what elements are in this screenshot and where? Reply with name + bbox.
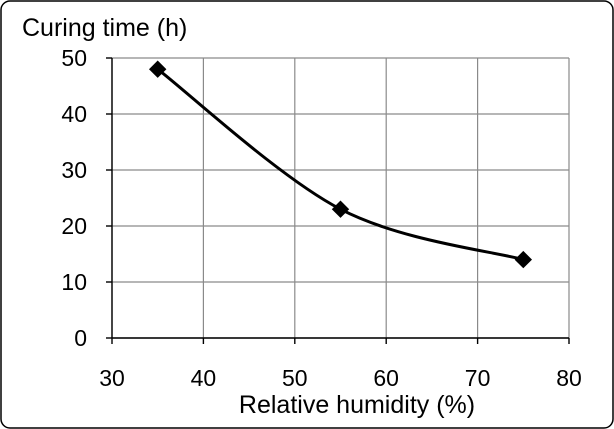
x-tick-label: 80	[556, 365, 582, 391]
y-axis-title: Curing time (h)	[22, 14, 187, 42]
y-tick-label: 30	[61, 157, 87, 183]
x-tick-label: 70	[465, 365, 491, 391]
x-tick-label: 30	[99, 365, 125, 391]
y-tick-label: 0	[74, 325, 87, 351]
y-tick-label: 10	[61, 269, 87, 295]
x-tick-label: 50	[282, 365, 308, 391]
data-point-marker	[148, 60, 167, 78]
y-tick-label: 20	[61, 213, 87, 239]
data-series	[148, 60, 533, 269]
tick-marks	[106, 57, 570, 344]
data-point-marker	[331, 200, 350, 218]
x-tick-label: 40	[191, 365, 217, 391]
y-tick-label: 40	[61, 101, 87, 127]
x-tick-label: 60	[373, 365, 399, 391]
x-axis-title: Relative humidity (%)	[239, 391, 475, 419]
tick-labels: 30 40 50 60 70 80 0 10 20 30 40 50	[61, 45, 581, 391]
axes	[111, 58, 569, 339]
y-tick-label: 50	[61, 45, 87, 71]
data-point-marker	[514, 250, 533, 269]
